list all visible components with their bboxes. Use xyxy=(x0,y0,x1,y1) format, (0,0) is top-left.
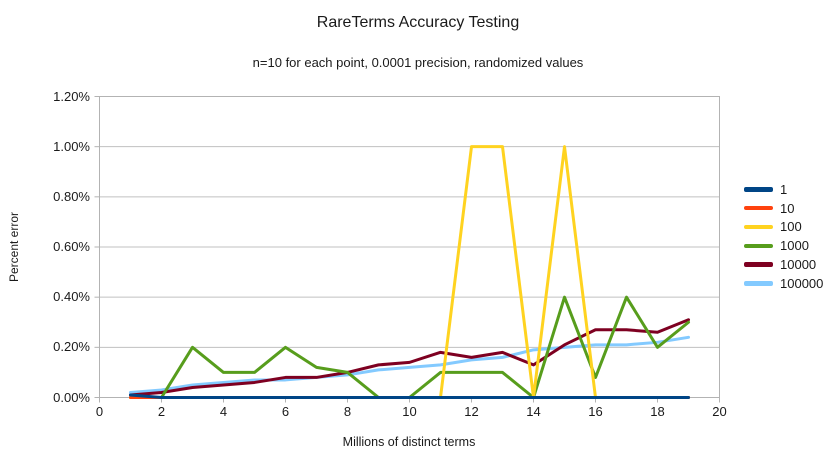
x-tick-label: 12 xyxy=(464,403,479,419)
y-tick-label: 1.20% xyxy=(53,88,90,104)
y-tick-label: 1.00% xyxy=(53,138,90,154)
legend-swatch-10000 xyxy=(744,262,773,267)
series-line-100 xyxy=(129,145,690,399)
legend-swatch-10 xyxy=(744,205,773,211)
legend-label: 100 xyxy=(780,219,802,235)
legend-item-100000: 100000 xyxy=(744,274,823,293)
x-tick-label: 10 xyxy=(402,403,417,419)
x-tick-label: 8 xyxy=(343,403,352,419)
y-tick-label: 0.40% xyxy=(53,289,90,305)
x-tick-label: 2 xyxy=(157,403,166,419)
legend: 1 10 100 1000 10000 100000 xyxy=(744,180,823,293)
x-tick-label: 16 xyxy=(588,403,603,419)
legend-item-100: 100 xyxy=(744,218,823,237)
x-tick-label: 6 xyxy=(281,403,290,419)
x-tick-label: 14 xyxy=(526,403,541,419)
legend-swatch-1 xyxy=(744,187,773,192)
series-line-1 xyxy=(129,393,690,399)
legend-label: 100000 xyxy=(780,275,824,291)
legend-label: 1000 xyxy=(780,238,809,254)
legend-swatch-100000 xyxy=(744,281,773,286)
y-tick-label: 0.20% xyxy=(53,339,90,355)
y-tick-label: 0.00% xyxy=(53,389,90,405)
legend-swatch-100 xyxy=(744,224,773,230)
series-line-100000 xyxy=(129,335,690,394)
x-axis-title: Millions of distinct terms xyxy=(342,435,476,449)
y-tick-label: 0.80% xyxy=(53,188,90,204)
legend-item-1: 1 xyxy=(744,180,823,199)
y-tick-label: 0.60% xyxy=(53,239,90,254)
x-tick-label: 0 xyxy=(95,403,104,419)
series-line-10000 xyxy=(129,318,690,397)
legend-label: 10000 xyxy=(780,257,817,273)
legend-label: 10 xyxy=(780,200,795,216)
legend-item-10000: 10000 xyxy=(744,255,823,274)
chart-title: RareTerms Accuracy Testing xyxy=(316,14,520,31)
chart-subtitle: n=10 for each point, 0.0001 precision, r… xyxy=(252,55,584,70)
y-axis-title: Percent error xyxy=(7,211,21,283)
x-tick-label: 20 xyxy=(712,403,727,419)
legend-swatch-1000 xyxy=(744,243,773,249)
x-tick-label: 4 xyxy=(219,403,228,419)
x-tick-label: 18 xyxy=(650,403,665,419)
legend-item-10: 10 xyxy=(744,199,823,218)
legend-label: 1 xyxy=(780,181,788,197)
legend-item-1000: 1000 xyxy=(744,236,823,255)
